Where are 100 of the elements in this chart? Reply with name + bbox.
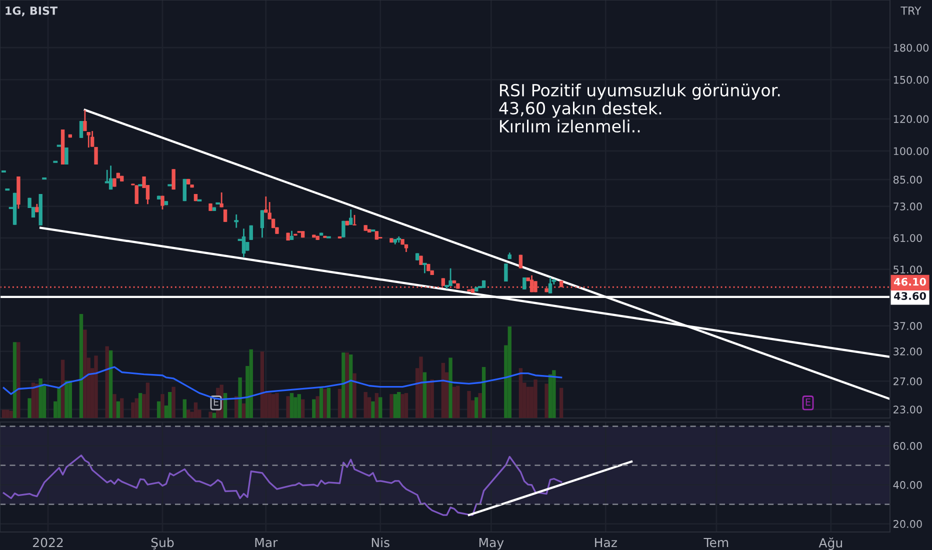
- bar: [249, 349, 253, 418]
- candlestick: [352, 214, 356, 226]
- bar: [120, 398, 124, 418]
- bar: [456, 386, 460, 418]
- y-tick-label: 60.00: [894, 442, 922, 450]
- bar: [94, 356, 98, 418]
- bar: [208, 412, 212, 418]
- bar: [156, 401, 161, 418]
- bar: [68, 380, 72, 418]
- bar: [238, 377, 242, 418]
- bar: [297, 394, 301, 418]
- x-tick-label: Ağu: [818, 538, 842, 550]
- bar: [467, 390, 471, 418]
- candlestick: [223, 208, 228, 223]
- bar: [319, 388, 324, 418]
- y-axis-title: TRY: [900, 6, 922, 15]
- bar: [518, 368, 523, 418]
- bar: [131, 402, 135, 418]
- bar: [212, 412, 216, 418]
- candlestick: [342, 220, 346, 238]
- bar: [172, 386, 176, 418]
- line-series: [2, 454, 562, 516]
- candlestick: [220, 192, 224, 208]
- candlestick: [548, 276, 552, 294]
- annotation: E: [806, 398, 810, 406]
- y-tick-label: 180.00: [894, 44, 929, 52]
- candlestick: [79, 120, 84, 139]
- bar: [396, 392, 401, 418]
- x-tick-label: 2022: [33, 538, 63, 548]
- bar: [430, 380, 434, 418]
- y-tick-label: 61.00: [894, 234, 922, 242]
- bar: [31, 382, 36, 418]
- bar: [300, 399, 305, 418]
- y-tick-label: 100.00: [894, 147, 929, 156]
- y-tick-label: 23.00: [894, 406, 922, 414]
- x-tick-label: Haz: [595, 538, 617, 548]
- bar: [105, 346, 109, 418]
- y-tick-label: 40.00: [893, 481, 922, 489]
- candlestick: [242, 228, 246, 258]
- x-tick-label: Şub: [151, 538, 174, 550]
- bar: [400, 394, 404, 418]
- bar: [345, 352, 349, 418]
- y-tick-label: 27.00: [894, 377, 922, 386]
- bar: [378, 397, 382, 418]
- bar: [12, 342, 17, 418]
- bar: [559, 388, 564, 418]
- y-tick-label: 37.00: [894, 322, 922, 330]
- bar: [508, 326, 512, 418]
- bar: [338, 388, 342, 418]
- bar: [64, 380, 68, 418]
- candlestick: [160, 195, 164, 210]
- bar: [452, 386, 456, 418]
- y-tick-label: 51.00: [894, 266, 922, 274]
- bar: [28, 398, 32, 418]
- bar: [371, 401, 375, 418]
- y-tick-label: 73.00: [894, 202, 922, 210]
- y-tick-label: 32.00: [894, 348, 922, 356]
- bar: [552, 370, 556, 418]
- x-tick-label: Tem: [704, 538, 728, 548]
- bar: [260, 351, 264, 418]
- candlestick: [86, 131, 90, 148]
- bar: [160, 394, 164, 418]
- candlestick: [260, 210, 264, 238]
- y-tick-label: 150.00: [894, 76, 929, 84]
- ref-line-label: 46.10: [894, 278, 926, 286]
- bar: [404, 393, 408, 418]
- bar: [168, 392, 172, 418]
- bar: [374, 393, 379, 418]
- y-tick-label: 120.00: [894, 115, 929, 124]
- y-tick-label: 20.00: [894, 520, 922, 528]
- candlestick: [172, 168, 176, 190]
- bar: [242, 403, 246, 418]
- bar: [312, 399, 316, 418]
- bar: [186, 410, 190, 418]
- bar: [474, 397, 478, 418]
- bar: [422, 372, 427, 418]
- bar: [182, 399, 186, 418]
- bar: [271, 394, 276, 418]
- bar: [83, 330, 87, 418]
- candlestick: [518, 254, 523, 270]
- bar: [35, 384, 39, 418]
- candlestick: [108, 164, 113, 190]
- bar: [426, 382, 430, 418]
- bar: [548, 374, 552, 418]
- bar: [38, 378, 42, 418]
- bar: [16, 342, 20, 418]
- y-tick-label: 85.00: [893, 176, 922, 184]
- bar: [60, 360, 65, 418]
- bar: [390, 394, 394, 418]
- bar: [2, 410, 6, 418]
- bar: [275, 393, 279, 418]
- bar: [448, 358, 452, 418]
- bar: [316, 396, 320, 418]
- bar: [146, 382, 150, 418]
- bar: [364, 392, 368, 418]
- candlestick: [448, 268, 452, 287]
- bar: [286, 396, 290, 418]
- x-tick-label: Mar: [255, 538, 278, 548]
- bar: [348, 354, 353, 418]
- bar: [290, 393, 294, 418]
